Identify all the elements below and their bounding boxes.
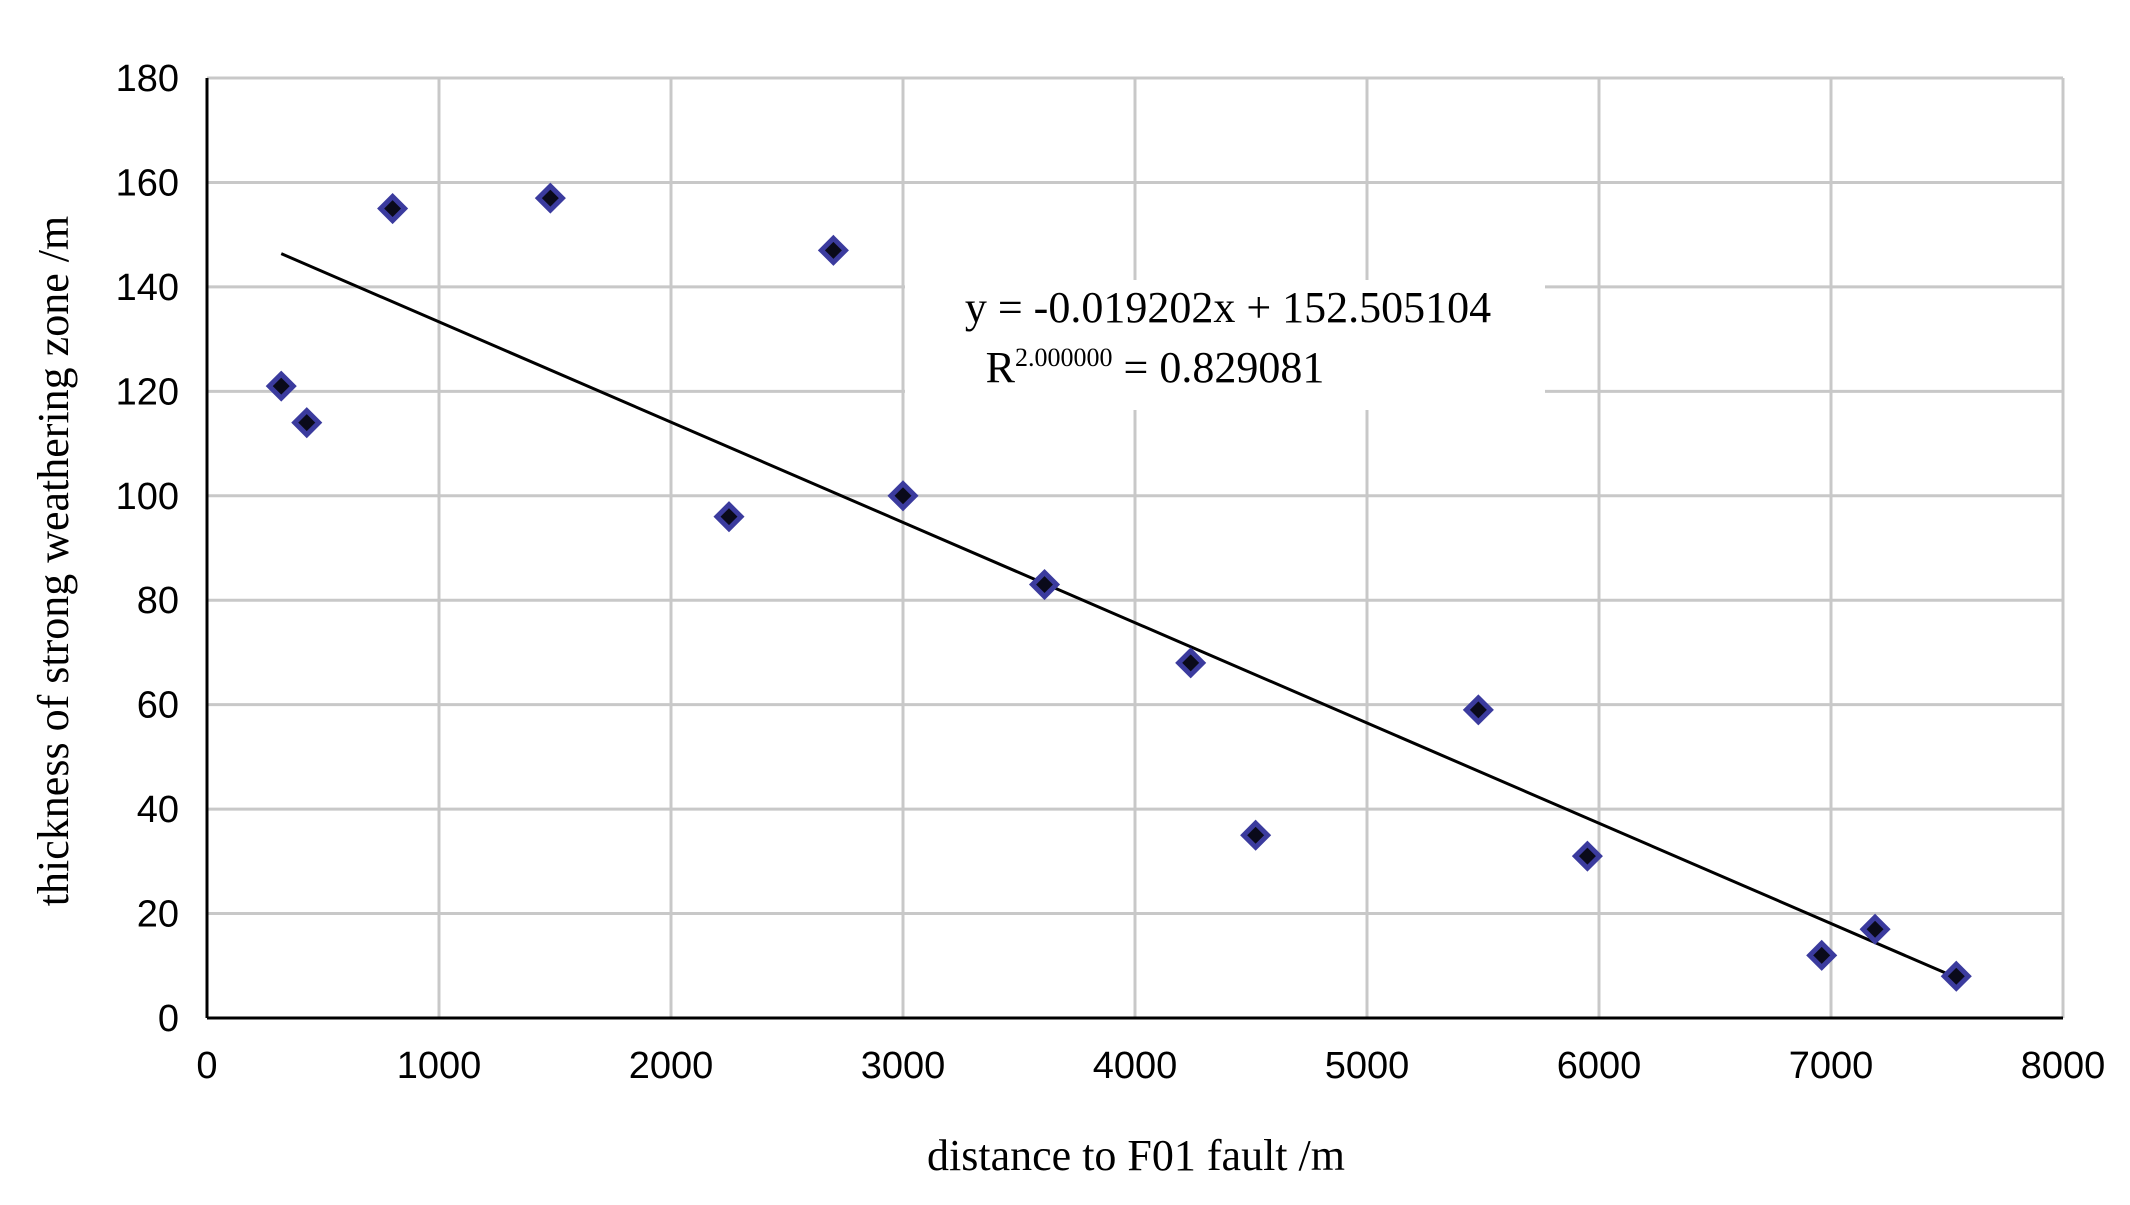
r-squared-base: R bbox=[986, 343, 1016, 392]
tick-labels: 0 1000 2000 3000 4000 5000 6000 7000 8000 0 20 40 60… bbox=[116, 58, 2106, 1087]
y-axis-title: thickness of strong weathering zone /m bbox=[29, 216, 78, 906]
data-point-diamond bbox=[1175, 647, 1207, 679]
r-squared-value: = 0.829081 bbox=[1113, 343, 1325, 392]
data-point-diamond bbox=[377, 193, 409, 225]
x-tick-label: 8000 bbox=[2021, 1045, 2106, 1087]
data-point-diamond bbox=[265, 370, 297, 402]
x-tick-label: 2000 bbox=[629, 1045, 714, 1087]
data-point-diamond bbox=[887, 480, 919, 512]
trendline bbox=[280, 252, 1957, 980]
x-axis-title: distance to F01 fault /m bbox=[927, 1131, 1345, 1180]
y-tick-label: 120 bbox=[116, 371, 179, 413]
data-point-diamond bbox=[1028, 569, 1061, 601]
data-point-diamond bbox=[1806, 939, 1838, 971]
y-tick-label: 40 bbox=[137, 789, 179, 831]
x-tick-label: 7000 bbox=[1789, 1045, 1874, 1087]
y-tick-label: 140 bbox=[116, 267, 179, 309]
y-tick-label: 100 bbox=[116, 476, 179, 518]
data-point-diamond bbox=[1462, 694, 1494, 726]
y-tick-label: 180 bbox=[116, 58, 179, 100]
y-tick-label: 20 bbox=[137, 894, 179, 936]
y-tick-label: 0 bbox=[158, 998, 179, 1040]
equation-background bbox=[905, 280, 1545, 410]
data-point-diamond bbox=[713, 501, 745, 533]
data-point-diamond bbox=[1859, 913, 1891, 945]
data-point-diamond bbox=[534, 182, 566, 214]
equation-annotation: y = -0.019202x + 152.505104 R2.000000 = … bbox=[905, 280, 1545, 410]
data-point-diamond bbox=[291, 407, 323, 439]
gridlines bbox=[207, 76, 2065, 1018]
x-tick-label: 0 bbox=[196, 1045, 217, 1087]
y-tick-label: 60 bbox=[137, 685, 179, 727]
r-squared-superscript: 2.000000 bbox=[1015, 343, 1113, 372]
data-point-diamond bbox=[1240, 819, 1272, 851]
x-tick-label: 4000 bbox=[1093, 1045, 1178, 1087]
data-points bbox=[265, 182, 1972, 992]
axes bbox=[205, 78, 2063, 1020]
trendline-equation: y = -0.019202x + 152.505104 bbox=[965, 283, 1491, 332]
y-tick-label: 160 bbox=[116, 162, 179, 204]
trendline-group bbox=[280, 252, 1957, 980]
y-tick-label: 80 bbox=[137, 580, 179, 622]
data-point-diamond bbox=[1940, 960, 1972, 992]
data-point-diamond bbox=[1571, 840, 1603, 872]
x-tick-label: 5000 bbox=[1325, 1045, 1410, 1087]
data-point-diamond bbox=[817, 234, 849, 266]
r-squared-label: R2.000000 = 0.829081 bbox=[986, 343, 1325, 392]
x-tick-label: 3000 bbox=[861, 1045, 946, 1087]
x-tick-label: 1000 bbox=[397, 1045, 482, 1087]
x-tick-label: 6000 bbox=[1557, 1045, 1642, 1087]
